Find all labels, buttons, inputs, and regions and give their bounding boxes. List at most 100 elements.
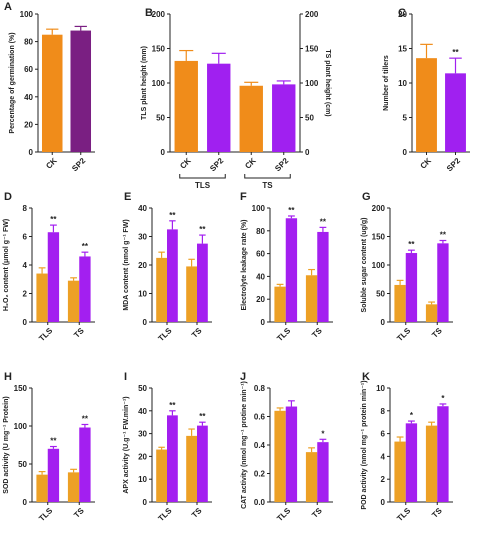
y-tick-label: 100 [20, 10, 34, 19]
significance: ** [199, 225, 206, 234]
x-tick-label: SP2 [445, 156, 462, 173]
error-bar [396, 436, 404, 442]
panel-letter: H [4, 371, 12, 383]
y-tick-label: 50 [305, 114, 314, 123]
x-tick-label: CK [418, 156, 433, 171]
x-tick-label: TLS [156, 326, 174, 344]
y-tick-label: 150 [305, 45, 319, 54]
y-tick-label: 40 [138, 407, 147, 416]
y-tick-label: 2 [381, 475, 386, 484]
bar [197, 425, 208, 502]
error-bar [81, 423, 89, 428]
y-tick-label: 0 [381, 498, 386, 507]
y-tick-label: 10 [398, 79, 407, 88]
y-tick-label: 100 [14, 422, 28, 431]
error-bar [308, 268, 315, 276]
bar [70, 30, 92, 153]
y-tick-label: 4 [381, 452, 386, 461]
significance: ** [320, 217, 327, 226]
x-tick-label: TS [430, 326, 444, 340]
error-bar [276, 283, 284, 287]
bar [47, 232, 60, 322]
x-tick-label: TLS [275, 506, 293, 524]
significance: ** [169, 401, 176, 410]
error-bar [188, 428, 195, 436]
error-bar [70, 468, 77, 473]
error-bar [46, 28, 59, 35]
y-axis-label: Electrolyte leakage rate (%) [241, 219, 248, 310]
bar [274, 410, 286, 502]
y-tick-label: 100 [372, 261, 386, 270]
y-tick-label: 60 [256, 250, 265, 259]
group-label: TLS [195, 181, 211, 190]
x-tick-label: CK [243, 156, 258, 171]
significance: ** [440, 230, 447, 239]
bar [47, 448, 60, 502]
y-tick-label: 20 [24, 120, 33, 129]
y-tick-label: 10 [376, 384, 385, 393]
x-tick-label: TLS [37, 326, 55, 344]
significance: ** [50, 215, 57, 224]
bar [317, 442, 329, 502]
bar [156, 449, 167, 502]
error-bar [169, 220, 176, 230]
error-bar [50, 445, 57, 449]
y-tick-label: 20 [256, 295, 265, 304]
y-axis-label: MDA content (nmol g⁻¹ FW) [123, 219, 130, 310]
y-tick-label: 30 [138, 430, 147, 439]
x-tick-label: TLS [156, 506, 174, 524]
bar [36, 273, 48, 322]
x-tick-label: TS [190, 506, 204, 520]
error-bar [420, 43, 433, 59]
error-bar [179, 49, 194, 61]
panel-letter: J [240, 371, 246, 383]
error-bar [158, 446, 165, 450]
y-tick-label: 50 [156, 114, 165, 123]
bar [405, 423, 418, 502]
bar [317, 231, 329, 322]
error-bar [70, 277, 77, 281]
error-bar [244, 81, 259, 86]
y-tick-label: 150 [152, 45, 166, 54]
y-tick-label: 5 [403, 114, 408, 123]
significance: ** [82, 414, 89, 423]
y-tick-label: 50 [18, 460, 27, 469]
significance: ** [408, 240, 415, 249]
y-tick-label: 150 [14, 384, 28, 393]
significance: ** [82, 242, 89, 251]
panel-letter: B [145, 7, 153, 19]
bar [67, 280, 80, 322]
bar [437, 406, 449, 502]
panel-letter: C [398, 7, 406, 19]
bar [274, 286, 286, 322]
bar [305, 452, 318, 502]
bar [416, 58, 437, 152]
significance: ** [169, 211, 176, 220]
significance: ** [288, 206, 295, 215]
y-tick-label: 0 [23, 498, 28, 507]
error-bar [449, 57, 462, 74]
y-tick-label: 0.0 [254, 498, 266, 507]
bar [285, 218, 298, 322]
bar [79, 427, 91, 502]
y-tick-label: 60 [24, 65, 33, 74]
y-tick-label: 200 [305, 10, 319, 19]
y-axis-label: H₂O₂ content (μmol g⁻¹ FW) [3, 219, 10, 311]
y-tick-label: 6 [381, 430, 386, 439]
y-tick-label: 0 [403, 148, 408, 157]
y-tick-label: 0 [29, 148, 34, 157]
x-tick-label: SP2 [208, 156, 225, 173]
y-tick-label: 15 [398, 45, 407, 54]
y-tick-label: 30 [138, 233, 147, 242]
y-tick-label: 0.6 [254, 413, 266, 422]
y-tick-label: 40 [24, 93, 33, 102]
error-bar [38, 471, 46, 475]
error-bar [439, 403, 447, 407]
y-tick-label: 100 [305, 79, 319, 88]
bar [79, 256, 91, 322]
panel-letter: E [124, 191, 131, 203]
error-bar [199, 234, 206, 244]
y-axis-label: SOD activity (U mg⁻¹ Protein) [3, 396, 10, 493]
y2-axis-label: TS plant height (cm) [324, 49, 331, 116]
x-tick-label: TLS [275, 326, 293, 344]
